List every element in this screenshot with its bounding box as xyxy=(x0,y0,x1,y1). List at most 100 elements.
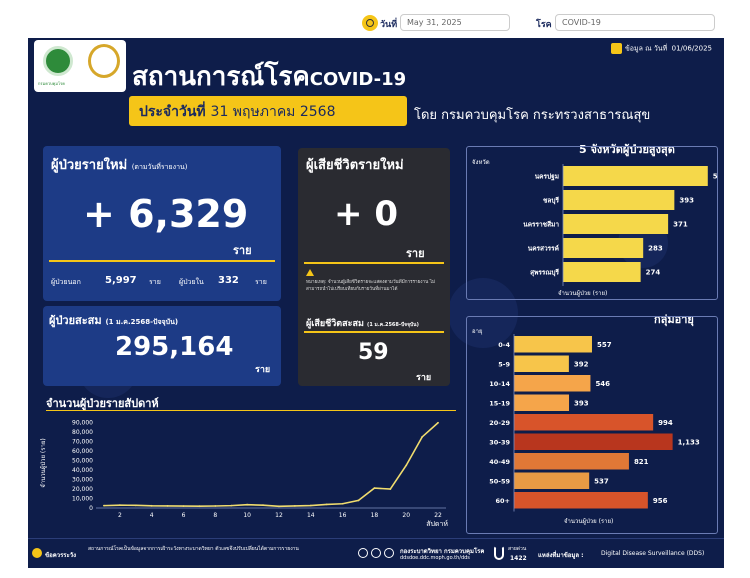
logo-area: กรมควบคุมโรค xyxy=(34,40,126,92)
disease-filter-select[interactable]: COVID-19 xyxy=(555,14,715,31)
hotline-number[interactable]: 1422 xyxy=(510,555,527,562)
anniversary-logo xyxy=(88,44,120,78)
phone-icon xyxy=(494,546,504,560)
provinces-bar-chart: นครปฐม 511 ชลบุรี 393 นครราชสีมา 371 นครสวรรค์… xyxy=(523,164,718,286)
bar-value-label: 1,133 xyxy=(678,438,700,446)
weekly-data-point xyxy=(341,502,344,505)
inside-label: ผู้ป่วยใน xyxy=(179,278,204,286)
facebook-icon[interactable] xyxy=(358,548,368,558)
cumulative-unit: ราย xyxy=(255,365,271,375)
page-title: สถานการณ์โรคCOVID-19 xyxy=(132,62,407,92)
weekly-data-point xyxy=(421,436,424,438)
divider xyxy=(304,262,444,264)
x-axis-label: สัปดาห์ xyxy=(426,520,448,528)
category-label: 0-4 xyxy=(498,341,510,349)
date-filter-input[interactable]: May 31, 2025 xyxy=(400,14,510,31)
category-label: 15-19 xyxy=(489,399,510,407)
weekly-data-point xyxy=(373,487,376,490)
update-info: ข้อมูล ณ วันที่ 01/06/2025 xyxy=(611,43,712,55)
bar-value-label: 393 xyxy=(679,197,694,205)
cum-deaths-unit: ราย xyxy=(416,373,432,383)
search-icon xyxy=(362,15,378,31)
y-tick-label: 50,000 xyxy=(72,458,93,465)
footer-website[interactable]: ddsdoe.ddc.moph.go.th/dds xyxy=(400,555,470,561)
bar xyxy=(563,166,708,186)
calendar-icon xyxy=(611,43,623,54)
category-label: นครปฐม xyxy=(535,173,559,182)
x-tick-label: 14 xyxy=(307,512,315,519)
deaths-note: หมายเหตุ: จำนวนผู้เสียชีวิตรายจะแสดงตามว… xyxy=(306,280,436,292)
category-label: นครราชสีมา xyxy=(523,221,559,229)
new-cases-card: ผู้ป่วยรายใหม่ (ตามวันที่รายงาน) + 6,329… xyxy=(43,146,281,301)
logo-caption: กรมควบคุมโรค xyxy=(38,81,65,86)
x-tick-label: 22 xyxy=(434,512,442,519)
hotline-label: สายด่วน xyxy=(508,546,527,552)
new-cases-value: + 6,329 xyxy=(83,192,249,236)
x-tick-label: 6 xyxy=(182,512,186,519)
weekly-data-point xyxy=(325,503,328,506)
bar xyxy=(514,414,654,431)
source-text: Digital Disease Surveillance (DDS) xyxy=(601,550,705,557)
web-icon[interactable] xyxy=(384,548,394,558)
cum-deaths-value: 59 xyxy=(358,340,389,365)
weekly-chart-title: จำนวนผู้ป่วยรายสัปดาห์ xyxy=(46,397,159,410)
bar xyxy=(563,238,644,258)
weekly-line-chart: 0 10,000 20,000 30,000 40,000 50,000 60,000 70,… xyxy=(40,420,448,528)
divider xyxy=(49,260,275,262)
bar xyxy=(563,214,669,234)
line-icon[interactable] xyxy=(371,548,381,558)
y-tick-label: 40,000 xyxy=(72,467,93,474)
category-label: 40-49 xyxy=(489,458,510,466)
weekly-data-point xyxy=(246,503,249,506)
bar xyxy=(514,394,570,411)
ages-bar-chart: 0-4 557 5-9 392 10-14 546 15-19 393 20-29 994 30-3… xyxy=(489,334,700,512)
provinces-axis-label: จังหวัด xyxy=(472,159,490,166)
weekly-data-point xyxy=(437,421,439,424)
footer: ข้อควรระวัง สถานการณ์โรคเป็นข้อมูลจากการ… xyxy=(28,538,724,568)
weekly-data-point xyxy=(150,504,153,507)
category-label: นครสวรรค์ xyxy=(528,245,559,253)
bar-value-label: 283 xyxy=(648,245,663,253)
bar xyxy=(514,453,629,470)
bar-value-label: 994 xyxy=(658,419,673,427)
category-label: สุพรรณบุรี xyxy=(530,269,559,277)
y-tick-label: 90,000 xyxy=(72,420,93,427)
category-label: 5-9 xyxy=(498,360,510,368)
y-tick-label: 60,000 xyxy=(72,448,93,455)
virus-decoration xyxy=(448,278,518,348)
y-axis-label: จำนวนผู้ป่วย (ราย) xyxy=(40,438,47,487)
weekly-data-point xyxy=(214,505,217,507)
bar-value-label: 392 xyxy=(574,360,589,368)
provinces-panel xyxy=(466,146,718,300)
inside-unit: ราย xyxy=(255,278,267,286)
inside-value: 332 xyxy=(218,275,239,286)
outside-label: ผู้ป่วยนอก xyxy=(51,278,81,286)
bar-value-label: 274 xyxy=(646,269,661,277)
bar xyxy=(514,375,591,392)
cum-deaths-title: ผู้เสียชีวิตสะสม (1 ม.ค.2568-ปัจจุบัน) xyxy=(306,319,419,329)
x-tick-label: 16 xyxy=(339,512,347,519)
weekly-data-point xyxy=(182,505,185,508)
cumulative-title: ผู้ป่วยสะสม (1 ม.ค.2568-ปัจจุบัน) xyxy=(49,314,179,327)
bar-value-label: 537 xyxy=(594,477,609,485)
provinces-footer: จำนวนผู้ป่วย (ราย) xyxy=(558,290,608,297)
category-label: 50-59 xyxy=(489,477,510,485)
report-date-banner: ประจำวันที่ 31 พฤษภาคม 2568 xyxy=(129,96,407,126)
x-tick-label: 20 xyxy=(402,512,410,519)
weekly-series-line xyxy=(103,422,439,508)
weekly-data-point xyxy=(230,504,233,507)
weekly-data-point xyxy=(198,505,201,508)
weekly-data-point xyxy=(262,504,264,507)
cumulative-cases-card: ผู้ป่วยสะสม (1 ม.ค.2568-ปัจจุบัน) 295,16… xyxy=(43,306,281,386)
weekly-data-point xyxy=(103,504,105,507)
warning-icon xyxy=(32,548,42,558)
weekly-data-point xyxy=(278,505,280,508)
deaths-title: ผู้เสียชีวิตรายใหม่ xyxy=(306,158,404,173)
source-label: แหล่งที่มาข้อมูล : xyxy=(538,552,584,559)
y-tick-label: 10,000 xyxy=(72,496,93,503)
y-tick-label: 0 xyxy=(89,505,93,512)
y-tick-label: 80,000 xyxy=(72,429,93,436)
footer-org: กองระบาดวิทยา กรมควบคุมโรค xyxy=(400,548,485,555)
date-filter-label: วันที่ xyxy=(380,20,398,30)
disease-filter-label: โรค xyxy=(536,20,552,30)
